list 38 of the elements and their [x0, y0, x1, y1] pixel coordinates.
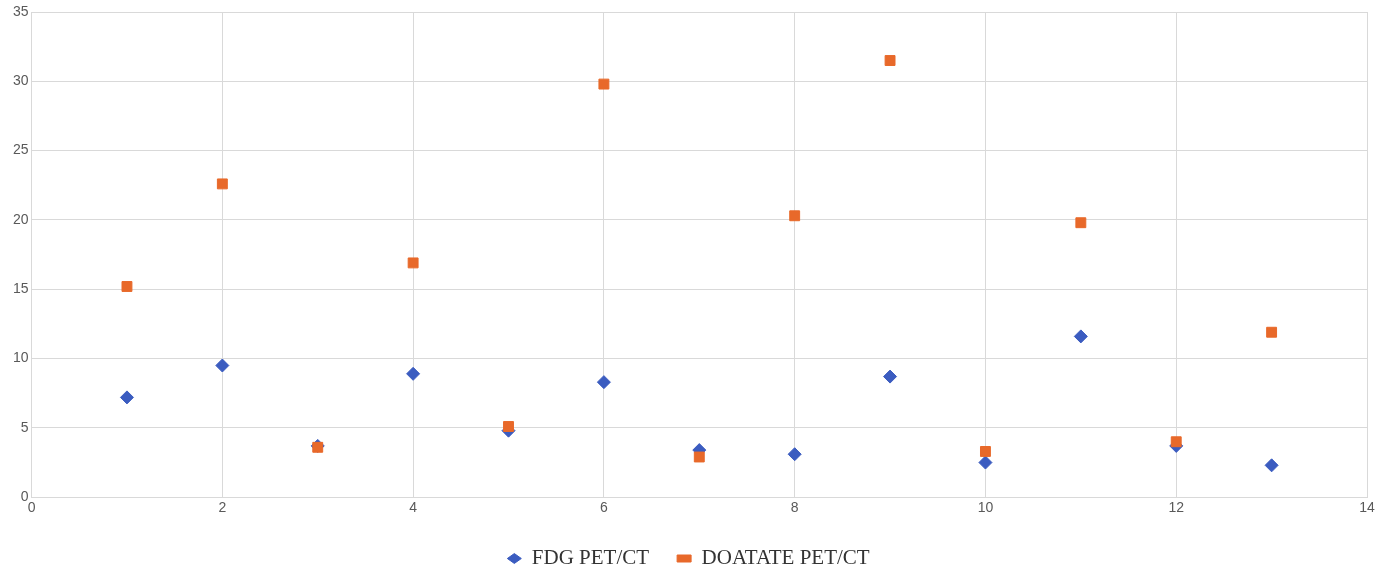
y-tick-label: 0	[20, 488, 29, 505]
y-tick-label: 30	[12, 72, 29, 89]
x-tick-label: 2	[218, 499, 227, 516]
point	[406, 366, 421, 381]
point	[978, 455, 993, 470]
point	[693, 451, 705, 463]
x-tick-label: 8	[790, 499, 799, 516]
y-tick-label: 15	[12, 280, 29, 297]
point	[1073, 329, 1088, 344]
y-tick-label: 5	[20, 418, 29, 435]
point	[596, 375, 611, 390]
y-tick-label: 35	[12, 2, 29, 19]
y-tick-label: 10	[12, 349, 29, 366]
point	[789, 210, 801, 222]
x-tick-label: 10	[977, 499, 994, 516]
legend-label: DOATATE PET/CT	[701, 545, 870, 570]
x-tick-label: 12	[1168, 499, 1185, 516]
point	[884, 55, 896, 66]
point	[883, 369, 898, 384]
point	[787, 447, 802, 462]
x-tick-label: 4	[409, 499, 418, 516]
point	[119, 390, 134, 405]
point	[1170, 436, 1182, 448]
point	[1264, 458, 1279, 473]
x-tick-label: 14	[1359, 499, 1375, 516]
legend-label: FDG PET/CT	[531, 545, 650, 570]
x-tick-label: 6	[600, 499, 608, 516]
point	[215, 358, 230, 373]
point	[121, 281, 133, 292]
point	[216, 178, 228, 190]
point	[503, 421, 514, 432]
y-tick-label: 25	[12, 141, 29, 158]
point	[1075, 217, 1087, 229]
point	[407, 257, 419, 269]
point	[980, 446, 991, 457]
y-tick-label: 20	[12, 210, 29, 227]
point	[1266, 326, 1278, 338]
point	[598, 78, 610, 90]
